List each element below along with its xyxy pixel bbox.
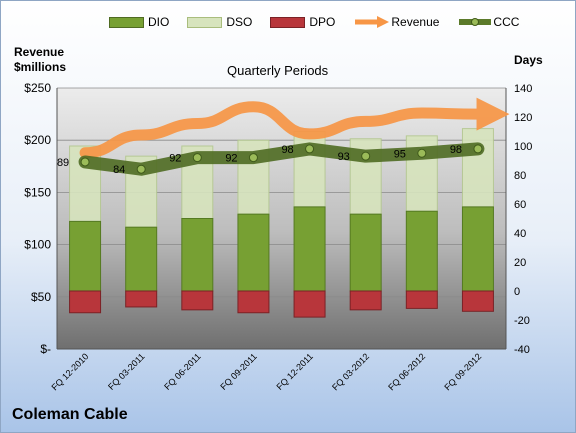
- ccc-point: [305, 144, 315, 154]
- dso-swatch: [187, 16, 223, 28]
- revenue-line: [79, 97, 510, 159]
- legend-revenue-label: Revenue: [391, 15, 440, 29]
- dio-bar: [349, 213, 382, 292]
- left-tick-label: $150: [24, 185, 51, 199]
- x-tick-label: FQ 03-2012: [330, 351, 371, 392]
- revenue-arrow-icon: [355, 16, 390, 28]
- legend-dso: DSO: [187, 15, 252, 29]
- right-tick-label: -40: [514, 344, 530, 356]
- legend: DIO DSO DPO Revenue CCC: [109, 15, 537, 29]
- dpo-bar: [349, 290, 382, 311]
- ccc-data-label: 92: [225, 153, 237, 165]
- dpo-bar: [237, 290, 270, 314]
- x-tick-label: FQ 06-2012: [386, 351, 427, 392]
- right-tick-label: 140: [514, 83, 532, 95]
- x-tick-label: FQ 12-2011: [274, 351, 315, 392]
- dio-bar: [293, 206, 326, 292]
- dio-bar: [237, 213, 270, 292]
- legend-dio: DIO: [109, 15, 169, 29]
- legend-revenue: Revenue: [353, 15, 439, 29]
- dpo-bar: [293, 290, 326, 318]
- ccc-data-label: 89: [57, 157, 69, 169]
- ccc-point: [80, 157, 90, 167]
- left-tick-label: $-: [40, 342, 51, 356]
- ccc-data-label: 84: [113, 164, 125, 176]
- dio-bar: [125, 226, 158, 292]
- right-tick-label: 60: [514, 199, 526, 211]
- dpo-bar: [69, 290, 102, 314]
- legend-ccc-label: CCC: [493, 15, 520, 29]
- ccc-point: [473, 144, 483, 154]
- dio-bar: [181, 218, 214, 292]
- right-tick-label: -20: [514, 315, 530, 327]
- ccc-point: [136, 164, 146, 174]
- right-tick-label: 80: [514, 170, 526, 182]
- dio-swatch: [109, 16, 144, 28]
- legend-ccc: CCC: [457, 15, 519, 29]
- chart-title: Quarterly Periods: [227, 63, 329, 78]
- dpo-swatch: [270, 16, 306, 28]
- ccc-point: [192, 153, 202, 163]
- ccc-data-label: 98: [450, 144, 462, 156]
- right-tick-label: 40: [514, 228, 526, 240]
- ccc-data-label: 95: [394, 148, 406, 160]
- ccc-point: [361, 151, 371, 161]
- company-name: Coleman Cable: [12, 406, 128, 423]
- ccc-line-icon: [459, 18, 492, 26]
- left-tick-label: $50: [31, 290, 51, 304]
- right-tick-label: 0: [514, 286, 520, 298]
- x-tick-label: FQ 09-2011: [218, 351, 259, 392]
- legend-dpo-label: DPO: [309, 15, 336, 29]
- dso-bar: [461, 128, 494, 208]
- ccc-data-label: 92: [169, 153, 181, 165]
- x-tick-label: FQ 12-2010: [49, 351, 90, 392]
- ccc-data-label: 93: [338, 151, 350, 163]
- legend-dpo: DPO: [270, 15, 335, 29]
- right-tick-label: 100: [514, 141, 532, 153]
- dio-bar: [461, 206, 494, 292]
- ccc-data-label: 98: [281, 144, 293, 156]
- dpo-bar: [125, 290, 158, 308]
- x-tick-label: FQ 03-2011: [106, 351, 147, 392]
- dpo-bar: [181, 290, 214, 311]
- ccc-point: [248, 153, 258, 163]
- ccc-line: [78, 142, 485, 176]
- right-tick-label: 20: [514, 257, 526, 269]
- ccc-point: [417, 148, 427, 158]
- left-tick-label: $100: [24, 238, 51, 252]
- x-tick-label: FQ 09-2012: [442, 351, 483, 392]
- right-tick-label: 120: [514, 112, 532, 124]
- dio-bar: [405, 210, 438, 292]
- left-axis-title-line1: Revenue: [14, 45, 65, 59]
- legend-dio-label: DIO: [148, 15, 170, 29]
- left-tick-label: $250: [24, 81, 51, 95]
- legend-dso-label: DSO: [226, 15, 253, 29]
- right-axis-title: Days: [514, 53, 543, 67]
- left-tick-label: $200: [24, 133, 51, 147]
- dpo-bar: [405, 290, 438, 309]
- dio-bar: [69, 220, 102, 292]
- dpo-bar: [461, 290, 494, 312]
- left-axis-title-line2: $millions: [14, 60, 67, 74]
- x-tick-label: FQ 06-2011: [162, 351, 203, 392]
